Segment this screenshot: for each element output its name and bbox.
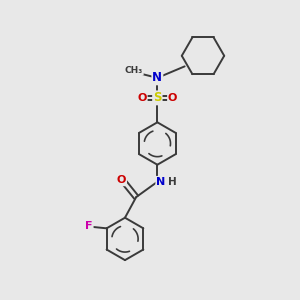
Text: O: O: [117, 175, 126, 185]
Text: H: H: [168, 177, 177, 188]
Text: CH₃: CH₃: [125, 66, 143, 75]
Text: O: O: [168, 93, 177, 103]
Text: N: N: [152, 71, 162, 84]
Text: N: N: [156, 177, 166, 187]
Text: S: S: [153, 92, 162, 104]
Text: F: F: [85, 221, 93, 231]
Text: O: O: [137, 93, 147, 103]
